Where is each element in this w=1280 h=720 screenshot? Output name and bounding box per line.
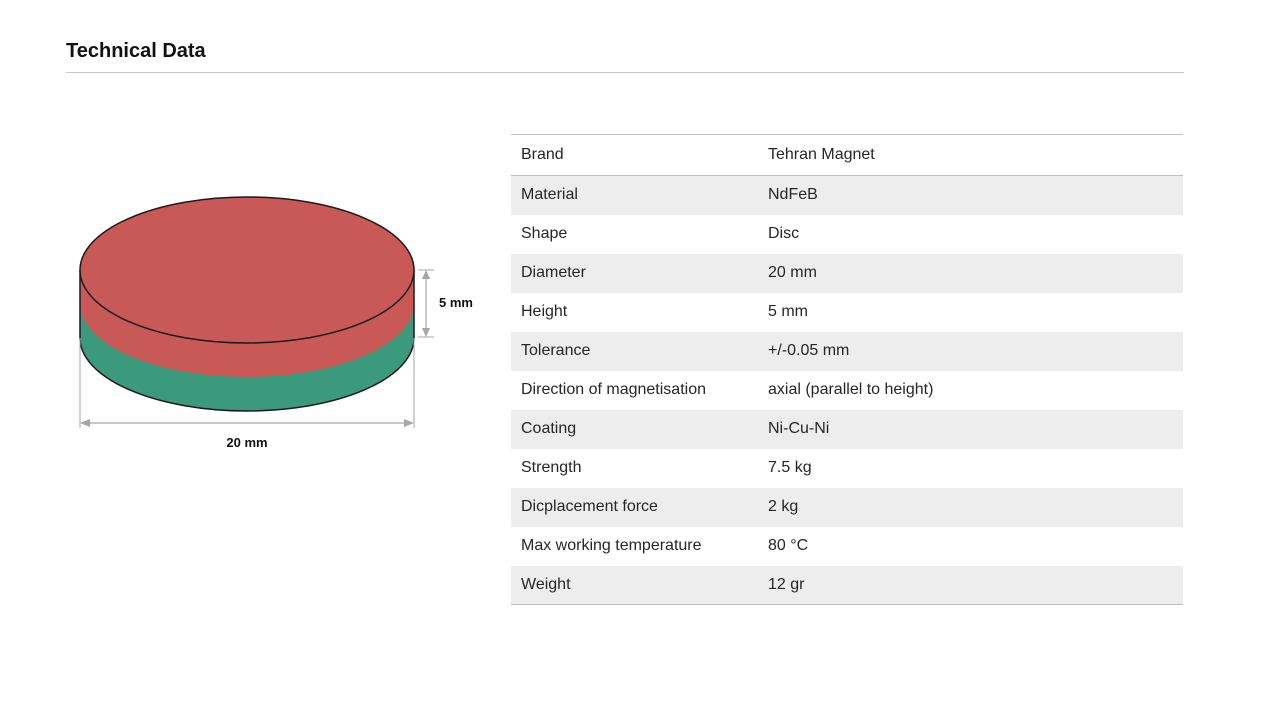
spec-row: Strength 7.5 kg (511, 449, 1183, 488)
spec-label: Brand (511, 134, 758, 176)
magnet-outline-bottom (79, 270, 415, 412)
spec-value: +/-0.05 mm (768, 342, 850, 359)
spec-value: 5 mm (768, 303, 808, 320)
diameter-dimension: 20 mm (79, 338, 415, 450)
spec-value: 2 kg (768, 498, 799, 515)
disc-magnet-diagram: 5 mm 20 mm (79, 196, 473, 450)
spec-label: Shape (521, 225, 568, 242)
spec-row: Brand Tehran Magnet (511, 134, 1183, 176)
diameter-label: 20 mm (226, 435, 267, 450)
spec-value: 12 gr (768, 575, 805, 593)
height-label: 5 mm (439, 295, 473, 310)
spec-row: Max working temperature 80 °C (511, 527, 1183, 566)
spec-row: Tolerance +/-0.05 mm (511, 331, 1183, 371)
spec-value: 80 °C (768, 537, 809, 554)
spec-label: Strength (521, 459, 582, 476)
spec-label: Material (521, 186, 578, 204)
spec-value: 20 mm (768, 264, 817, 281)
spec-label: Tolerance (521, 342, 591, 359)
spec-label: Coating (521, 420, 577, 437)
spec-row: Direction of magnetisation axial (paralle… (511, 371, 1183, 410)
spec-label: Diameter (521, 264, 586, 281)
spec-row: Shape Disc (511, 215, 1183, 254)
spec-value: Tehran Magnet (758, 134, 1183, 176)
height-dimension: 5 mm (418, 269, 473, 338)
spec-value: Ni-Cu-Ni (768, 420, 830, 437)
spec-value: Disc (768, 225, 800, 242)
technical-data-table: Brand Tehran Magnet Material NdFeB Shape Disc… (511, 134, 1183, 605)
spec-label: Weight (521, 575, 571, 593)
spec-label: Height (521, 303, 568, 320)
spec-row: Diameter 20 mm (511, 253, 1183, 293)
spec-label: Dicplacement force (521, 498, 658, 515)
spec-row: Height 5 mm (511, 293, 1183, 332)
magnet-top-face (79, 196, 415, 344)
spec-value: NdFeB (768, 186, 818, 204)
spec-row: Coating Ni-Cu-Ni (511, 409, 1183, 449)
spec-value: axial (parallel to height) (768, 381, 934, 398)
spec-label: Max working temperature (521, 537, 702, 554)
spec-value: 7.5 kg (768, 459, 812, 476)
title-divider (66, 72, 1184, 73)
spec-label: Direction of magnetisation (521, 381, 706, 398)
spec-row: Material NdFeB (511, 175, 1183, 215)
technical-data-table-body: Brand Tehran Magnet Material NdFeB Shape Disc… (511, 134, 1183, 605)
spec-row: Dicplacement force 2 kg (511, 487, 1183, 527)
page-title: Technical Data (66, 40, 206, 62)
spec-row: Weight 12 gr (511, 565, 1183, 605)
